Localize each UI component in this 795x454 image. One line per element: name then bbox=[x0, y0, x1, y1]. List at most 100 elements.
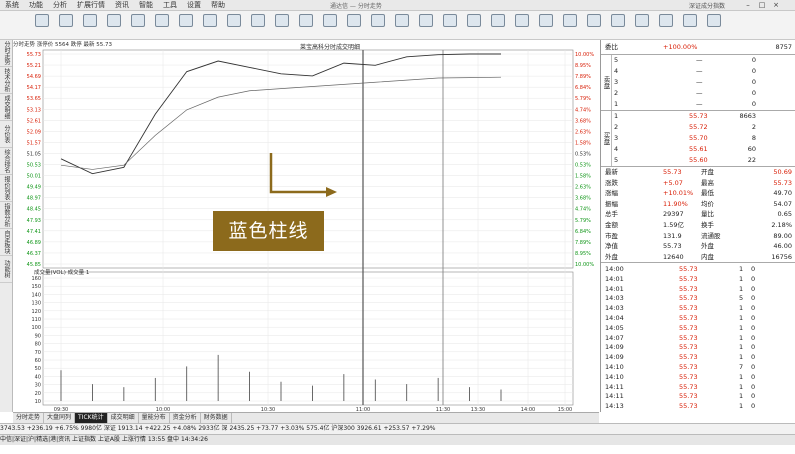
close-icon[interactable]: × bbox=[773, 1, 779, 9]
tick-row[interactable]: 14:05 55.73 1 0 bbox=[601, 323, 795, 334]
left-tab[interactable]: 技术分析 bbox=[0, 67, 12, 94]
stat-row[interactable]: 涨跌 +5.07 最高 55.73 bbox=[601, 178, 795, 189]
tick-row[interactable]: 14:01 55.73 1 0 bbox=[601, 284, 795, 295]
left-tab[interactable]: 功能树 bbox=[0, 256, 12, 283]
buy-level-row[interactable]: 1 55.73 8663 bbox=[601, 111, 795, 122]
toolbar-button[interactable] bbox=[416, 13, 436, 37]
toolbar-button[interactable] bbox=[32, 13, 52, 37]
bottom-tab-strip: 分时走势 大盘同列 TICK统计 成交明细 量能分布 资金分析 财务数据 bbox=[13, 412, 599, 423]
chart-info-line: 分时走势 涨停价 5564 跌停 最新 55.73 bbox=[13, 42, 112, 48]
left-tab[interactable]: 分价表 bbox=[0, 121, 12, 148]
left-tab[interactable]: 报价列表 bbox=[0, 175, 12, 202]
bottom-tab[interactable]: 资金分析 bbox=[170, 413, 201, 423]
toolbar-button[interactable] bbox=[488, 13, 508, 37]
menu-item[interactable]: 扩展行情 bbox=[77, 1, 105, 9]
stat-row[interactable]: 涨幅 +10.01% 最低 49.70 bbox=[601, 188, 795, 199]
tick-row[interactable]: 14:03 55.73 5 0 bbox=[601, 293, 795, 304]
stat-row[interactable]: 外盘 12640 内盘 16756 bbox=[601, 252, 795, 263]
left-tab[interactable]: 指数分析 bbox=[0, 202, 12, 229]
tick-row[interactable]: 14:03 55.73 1 0 bbox=[601, 303, 795, 314]
left-tab[interactable]: 综合排名 bbox=[0, 148, 12, 175]
toolbar-button[interactable] bbox=[248, 13, 268, 37]
tick-time: 14:11 bbox=[605, 392, 624, 401]
sell-level-row[interactable]: 5 — 0 bbox=[601, 55, 795, 66]
toolbar-button[interactable] bbox=[296, 13, 316, 37]
toolbar-button[interactable] bbox=[440, 13, 460, 37]
bottom-tab[interactable]: 大盘同列 bbox=[44, 413, 76, 423]
tick-price: 55.73 bbox=[679, 343, 698, 352]
toolbar-button[interactable] bbox=[632, 13, 652, 37]
weibi-row[interactable]: 委比 +100.00% 8757 bbox=[601, 42, 795, 53]
buy-level-row[interactable]: 4 55.61 60 bbox=[601, 144, 795, 155]
menu-item[interactable]: 工具 bbox=[163, 1, 177, 9]
volume-tick-label: 140 bbox=[31, 292, 41, 298]
left-tab[interactable]: 成交明细 bbox=[0, 94, 12, 121]
bottom-tab[interactable]: 量能分布 bbox=[139, 413, 170, 423]
menu-item[interactable]: 功能 bbox=[29, 1, 43, 9]
menu-item[interactable]: 资讯 bbox=[115, 1, 129, 9]
toolbar-button[interactable] bbox=[344, 13, 364, 37]
tick-row[interactable]: 14:04 55.73 1 0 bbox=[601, 313, 795, 324]
toolbar-button[interactable] bbox=[608, 13, 628, 37]
toolbar-button[interactable] bbox=[200, 13, 220, 37]
sell-level-row[interactable]: 3 — 0 bbox=[601, 77, 795, 88]
bottom-tab[interactable]: 成交明细 bbox=[108, 413, 139, 423]
buy-level-row[interactable]: 5 55.60 22 bbox=[601, 155, 795, 166]
toolbar-button[interactable] bbox=[656, 13, 676, 37]
minimize-icon[interactable]: – bbox=[746, 1, 750, 9]
toolbar-button[interactable] bbox=[56, 13, 76, 37]
tick-row[interactable]: 14:11 55.73 1 0 bbox=[601, 382, 795, 393]
toolbar-button[interactable] bbox=[512, 13, 532, 37]
toolbar-button[interactable] bbox=[464, 13, 484, 37]
bottom-tab[interactable]: 分时走势 bbox=[13, 413, 45, 423]
toolbar-icon bbox=[611, 14, 625, 27]
tick-row[interactable]: 14:09 55.73 1 0 bbox=[601, 352, 795, 363]
toolbar-button[interactable] bbox=[176, 13, 196, 37]
stat-row[interactable]: 金额 1.59亿 换手 2.18% bbox=[601, 220, 795, 231]
tick-row[interactable]: 14:01 55.73 1 0 bbox=[601, 274, 795, 285]
price-tick-label: 54.69 bbox=[27, 74, 41, 80]
sell-level-row[interactable]: 2 — 0 bbox=[601, 88, 795, 99]
tick-row[interactable]: 14:00 55.73 1 0 bbox=[601, 264, 795, 275]
bottom-tab[interactable]: TICK统计 bbox=[75, 413, 108, 423]
tick-row[interactable]: 14:07 55.73 1 0 bbox=[601, 333, 795, 344]
menu-item[interactable]: 设置 bbox=[187, 1, 201, 9]
toolbar-button[interactable] bbox=[704, 13, 724, 37]
stat-row[interactable]: 市盈 131.9 流通股 89.00 bbox=[601, 231, 795, 242]
toolbar-button[interactable] bbox=[80, 13, 100, 37]
toolbar-button[interactable] bbox=[272, 13, 292, 37]
toolbar-button[interactable] bbox=[536, 13, 556, 37]
sell-level-row[interactable]: 1 — 0 bbox=[601, 99, 795, 110]
maximize-icon[interactable]: □ bbox=[758, 1, 766, 9]
toolbar-button[interactable] bbox=[224, 13, 244, 37]
stat-row[interactable]: 最新 55.73 开盘 50.69 bbox=[601, 167, 795, 178]
tick-row[interactable]: 14:10 55.73 1 0 bbox=[601, 372, 795, 383]
sell-level-row[interactable]: 4 — 0 bbox=[601, 66, 795, 77]
toolbar-button[interactable] bbox=[128, 13, 148, 37]
menu-item[interactable]: 智能 bbox=[139, 1, 153, 9]
tick-row[interactable]: 14:13 55.73 1 0 bbox=[601, 401, 795, 412]
toolbar-button[interactable] bbox=[152, 13, 172, 37]
stat-row[interactable]: 振幅 11.90% 均价 54.07 bbox=[601, 199, 795, 210]
intraday-chart[interactable]: 55.73 10.00% 55.21 8.95% 54.69 7.89% 54.17 6.84… bbox=[13, 40, 599, 412]
buy-level-row[interactable]: 3 55.70 8 bbox=[601, 133, 795, 144]
toolbar-button[interactable] bbox=[680, 13, 700, 37]
menu-item[interactable]: 分析 bbox=[53, 1, 67, 9]
menu-item[interactable]: 系统 bbox=[5, 1, 19, 9]
bottom-tab[interactable]: 财务数据 bbox=[201, 413, 232, 423]
tick-row[interactable]: 14:09 55.73 1 0 bbox=[601, 342, 795, 353]
left-tab[interactable]: 分时走势 bbox=[0, 40, 12, 67]
tick-row[interactable]: 14:10 55.73 7 0 bbox=[601, 362, 795, 373]
buy-level-row[interactable]: 2 55.72 2 bbox=[601, 122, 795, 133]
toolbar-button[interactable] bbox=[104, 13, 124, 37]
tick-row[interactable]: 14:11 55.73 1 0 bbox=[601, 391, 795, 402]
stat-row[interactable]: 总手 29397 量比 0.65 bbox=[601, 209, 795, 220]
toolbar-button[interactable] bbox=[320, 13, 340, 37]
toolbar-button[interactable] bbox=[368, 13, 388, 37]
toolbar-button[interactable] bbox=[584, 13, 604, 37]
left-tab[interactable]: 自定板块 bbox=[0, 229, 12, 256]
toolbar-button[interactable] bbox=[392, 13, 412, 37]
menu-item[interactable]: 帮助 bbox=[211, 1, 225, 9]
stat-row[interactable]: 净值 55.73 外盘 46.00 bbox=[601, 241, 795, 252]
toolbar-button[interactable] bbox=[560, 13, 580, 37]
